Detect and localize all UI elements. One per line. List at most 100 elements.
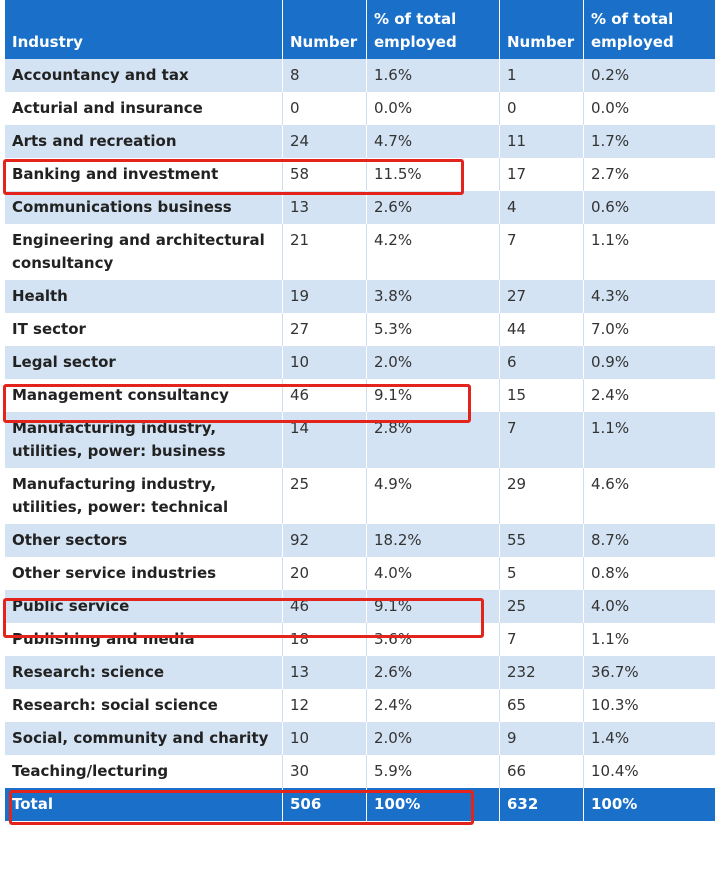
header-row: Industry Number % of total employed Numb…: [5, 0, 715, 59]
cell-industry: IT sector: [5, 313, 283, 346]
cell-number-1: 46: [283, 379, 367, 412]
total-cell-industry: Total: [5, 788, 283, 821]
cell-percent-1: 9.1%: [367, 590, 500, 623]
cell-percent-1: 9.1%: [367, 379, 500, 412]
cell-number-1: 21: [283, 224, 367, 280]
cell-percent-1: 2.6%: [367, 191, 500, 224]
cell-percent-2: 4.3%: [584, 280, 715, 313]
cell-number-2: 44: [500, 313, 584, 346]
header-number-1: Number: [283, 0, 367, 59]
cell-percent-1: 3.8%: [367, 280, 500, 313]
header-percent-1: % of total employed: [367, 0, 500, 59]
cell-number-2: 27: [500, 280, 584, 313]
cell-industry: Acturial and insurance: [5, 92, 283, 125]
table-row: Research: social science 12 2.4% 65 10.3%: [5, 689, 715, 722]
cell-number-1: 13: [283, 191, 367, 224]
cell-number-2: 25: [500, 590, 584, 623]
cell-percent-1: 2.6%: [367, 656, 500, 689]
total-cell-percent-2: 100%: [584, 788, 715, 821]
cell-percent-2: 0.0%: [584, 92, 715, 125]
cell-number-2: 7: [500, 412, 584, 468]
table-row: Manufacturing industry, utilities, power…: [5, 468, 715, 524]
table-row: Communications business 13 2.6% 4 0.6%: [5, 191, 715, 224]
cell-number-2: 65: [500, 689, 584, 722]
cell-percent-2: 10.3%: [584, 689, 715, 722]
header-percent-2: % of total employed: [584, 0, 715, 59]
cell-number-1: 12: [283, 689, 367, 722]
cell-percent-1: 2.8%: [367, 412, 500, 468]
cell-percent-1: 1.6%: [367, 59, 500, 92]
cell-number-1: 13: [283, 656, 367, 689]
cell-percent-1: 2.0%: [367, 346, 500, 379]
table-row: Research: science 13 2.6% 232 36.7%: [5, 656, 715, 689]
cell-number-1: 19: [283, 280, 367, 313]
cell-number-2: 0: [500, 92, 584, 125]
cell-industry: Research: social science: [5, 689, 283, 722]
cell-number-1: 24: [283, 125, 367, 158]
cell-number-2: 11: [500, 125, 584, 158]
cell-percent-2: 1.1%: [584, 224, 715, 280]
cell-percent-2: 4.6%: [584, 468, 715, 524]
cell-percent-2: 1.1%: [584, 623, 715, 656]
cell-number-1: 0: [283, 92, 367, 125]
cell-percent-1: 4.0%: [367, 557, 500, 590]
table-row: Other sectors 92 18.2% 55 8.7%: [5, 524, 715, 557]
cell-industry: Public service: [5, 590, 283, 623]
cell-industry: Manufacturing industry, utilities, power…: [5, 468, 283, 524]
table-row: Acturial and insurance 0 0.0% 0 0.0%: [5, 92, 715, 125]
cell-industry: Teaching/lecturing: [5, 755, 283, 788]
cell-number-2: 6: [500, 346, 584, 379]
cell-number-1: 8: [283, 59, 367, 92]
cell-percent-2: 4.0%: [584, 590, 715, 623]
cell-percent-2: 1.7%: [584, 125, 715, 158]
table-row: Social, community and charity 10 2.0% 9 1.4%: [5, 722, 715, 755]
cell-industry: Arts and recreation: [5, 125, 283, 158]
cell-industry: Health: [5, 280, 283, 313]
table-row: Management consultancy 46 9.1% 15 2.4%: [5, 379, 715, 412]
cell-industry: Publishing and media: [5, 623, 283, 656]
cell-percent-2: 0.2%: [584, 59, 715, 92]
cell-percent-1: 5.9%: [367, 755, 500, 788]
cell-number-2: 17: [500, 158, 584, 191]
cell-industry: Management consultancy: [5, 379, 283, 412]
table-row: Legal sector 10 2.0% 6 0.9%: [5, 346, 715, 379]
cell-percent-1: 18.2%: [367, 524, 500, 557]
cell-percent-1: 4.9%: [367, 468, 500, 524]
header-industry: Industry: [5, 0, 283, 59]
cell-number-2: 9: [500, 722, 584, 755]
table-row: Accountancy and tax 8 1.6% 1 0.2%: [5, 59, 715, 92]
cell-number-2: 1: [500, 59, 584, 92]
cell-number-2: 7: [500, 224, 584, 280]
cell-percent-1: 4.2%: [367, 224, 500, 280]
employment-by-industry-table: Industry Number % of total employed Numb…: [5, 0, 715, 821]
cell-percent-1: 2.0%: [367, 722, 500, 755]
cell-industry: Other service industries: [5, 557, 283, 590]
cell-number-1: 10: [283, 346, 367, 379]
cell-number-1: 20: [283, 557, 367, 590]
cell-number-1: 10: [283, 722, 367, 755]
cell-number-2: 15: [500, 379, 584, 412]
table-row: Public service 46 9.1% 25 4.0%: [5, 590, 715, 623]
table-row: Health 19 3.8% 27 4.3%: [5, 280, 715, 313]
cell-industry: Research: science: [5, 656, 283, 689]
cell-industry: Engineering and architectural consultanc…: [5, 224, 283, 280]
cell-number-2: 66: [500, 755, 584, 788]
cell-percent-2: 36.7%: [584, 656, 715, 689]
cell-number-2: 7: [500, 623, 584, 656]
total-cell-number-2: 632: [500, 788, 584, 821]
cell-number-1: 18: [283, 623, 367, 656]
header-number-2: Number: [500, 0, 584, 59]
cell-industry: Social, community and charity: [5, 722, 283, 755]
cell-number-1: 92: [283, 524, 367, 557]
cell-number-1: 25: [283, 468, 367, 524]
cell-industry: Banking and investment: [5, 158, 283, 191]
cell-number-1: 30: [283, 755, 367, 788]
cell-percent-2: 1.1%: [584, 412, 715, 468]
cell-percent-2: 10.4%: [584, 755, 715, 788]
cell-industry: Legal sector: [5, 346, 283, 379]
cell-number-1: 46: [283, 590, 367, 623]
cell-industry: Other sectors: [5, 524, 283, 557]
total-row: Total 506 100% 632 100%: [5, 788, 715, 821]
cell-percent-2: 8.7%: [584, 524, 715, 557]
cell-percent-1: 11.5%: [367, 158, 500, 191]
